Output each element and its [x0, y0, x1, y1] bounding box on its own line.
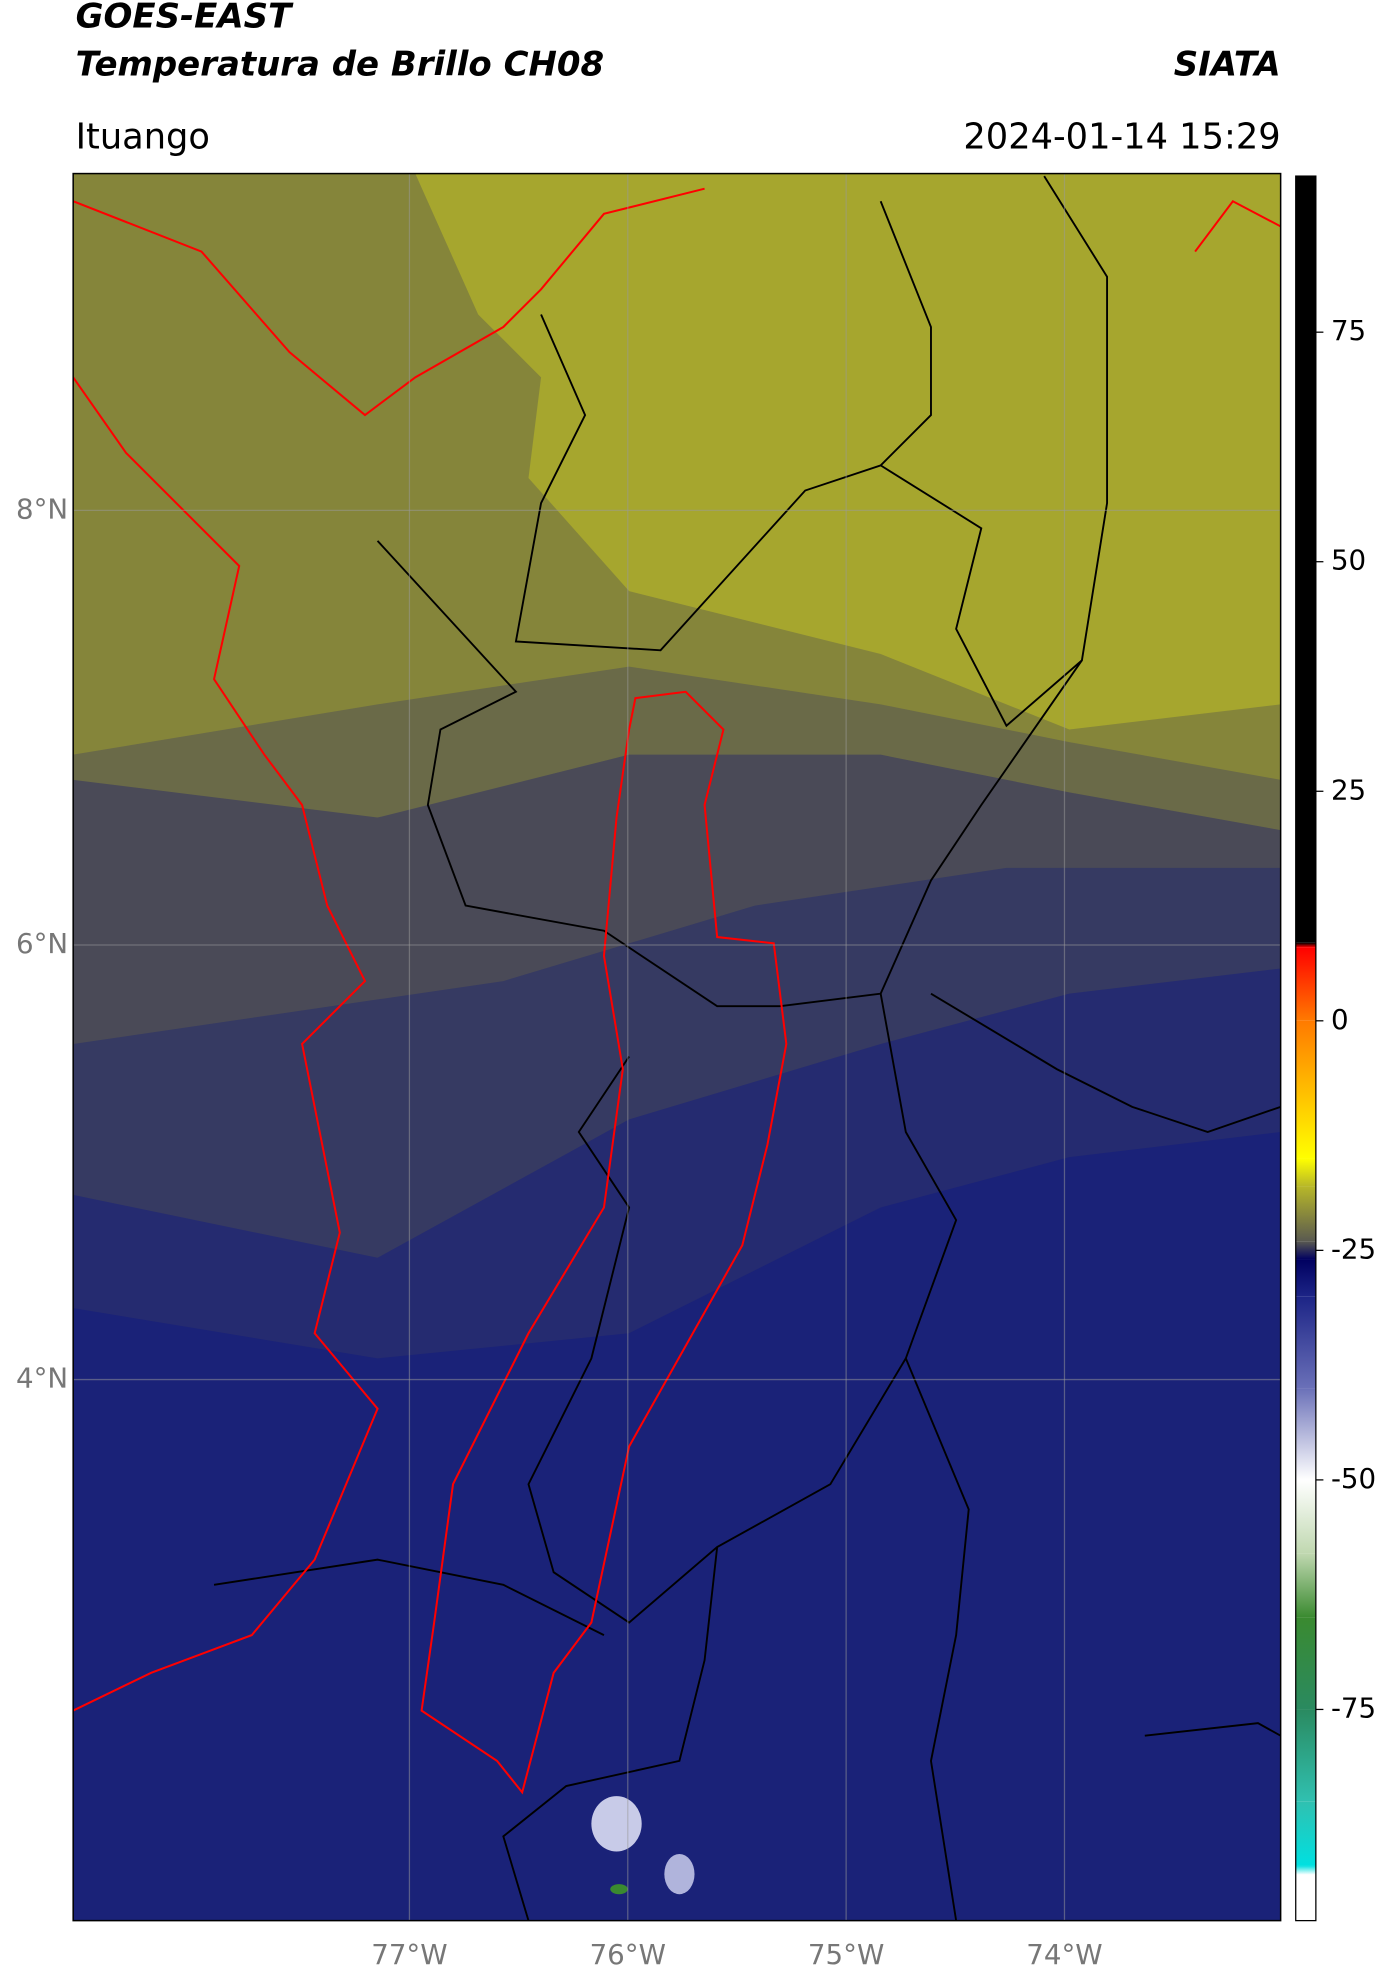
lon-tick-label: 76°W [590, 1938, 666, 1971]
colorbar-tick-label: -25 [1331, 1232, 1376, 1265]
lat-tick-label: 8°N [16, 492, 68, 525]
colorbar-segment [1295, 1801, 1316, 1866]
colorbar-segment [1295, 1553, 1316, 1618]
colorbar-segment [1295, 1020, 1316, 1159]
colorbar-segment [1295, 1259, 1316, 1297]
colorbar-segment [1295, 942, 1316, 948]
colorbar-segment [1295, 947, 1316, 1021]
colorbar-segment [1295, 1158, 1316, 1187]
colorbar-tick-label: 75 [1331, 314, 1366, 347]
colorbar-tick-label: 25 [1331, 773, 1366, 806]
colorbar-segment [1295, 1479, 1316, 1554]
colorbar-segment [1295, 1874, 1316, 1921]
lon-tick-label: 77°W [371, 1938, 447, 1971]
colorbar-tick-label: -75 [1331, 1691, 1376, 1724]
lat-tick-label: 6°N [16, 927, 68, 960]
title: Temperatura de Brillo CH08 [76, 44, 604, 84]
colorbar-segment [1295, 1388, 1316, 1480]
colorbar-segment [1295, 1617, 1316, 1710]
colorbar-segment [1295, 1865, 1316, 1875]
colorbar-segment [1295, 1241, 1316, 1260]
region: Ituango [76, 116, 210, 157]
map-image [73, 173, 1281, 1921]
colorbar-tick-label: 0 [1331, 1003, 1349, 1036]
org: SIATA [1174, 44, 1281, 84]
lat-tick-label: 4°N [16, 1362, 68, 1395]
title: GOES-EAST [76, 0, 294, 37]
colorbar-tick-label: -50 [1331, 1462, 1376, 1495]
colorbar-frame [1295, 175, 1317, 1922]
timestamp: 2024-01-14 15:29 [963, 116, 1280, 157]
colorbar-tick-label: 50 [1331, 544, 1366, 577]
map-frame [72, 172, 1282, 1922]
colorbar-segment [1295, 1296, 1316, 1389]
colorbar-segment [1295, 176, 1316, 943]
colorbar-segment [1295, 1709, 1316, 1802]
colorbar-segment [1295, 1186, 1316, 1242]
lon-tick-label: 74°W [1026, 1938, 1102, 1971]
lon-tick-label: 75°W [808, 1938, 884, 1971]
